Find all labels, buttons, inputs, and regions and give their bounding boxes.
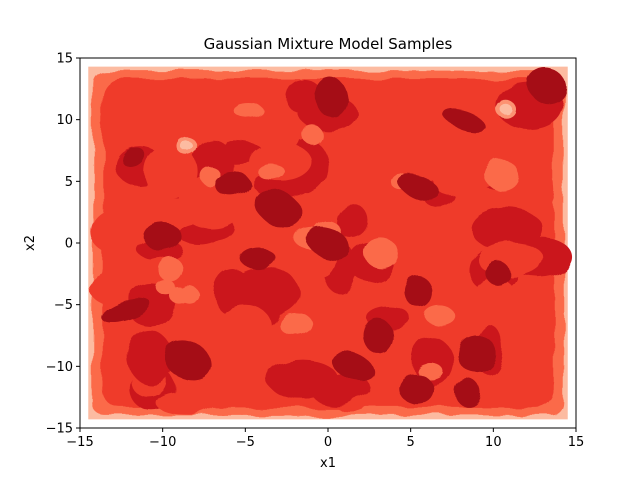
x-tick-label: −15 [66, 435, 93, 450]
x-axis: −15 −10 −5 0 5 10 15 [66, 428, 584, 450]
density-patch-light [233, 102, 264, 118]
density-peak [362, 317, 393, 354]
chart-title: Gaussian Mixture Model Samples [204, 35, 453, 53]
x-tick-label: −5 [236, 435, 255, 450]
density-patch-light [424, 305, 455, 325]
y-tick-label: 10 [56, 113, 73, 128]
density-peak [404, 276, 434, 309]
density-hole [363, 237, 398, 268]
density-patch [128, 331, 173, 385]
density-contours [88, 66, 573, 420]
density-peak [443, 108, 484, 131]
density-peak [121, 146, 145, 167]
density-patch [143, 143, 198, 199]
density-peak [455, 379, 482, 408]
density-peak [305, 226, 351, 260]
density-patch-light [199, 165, 220, 186]
x-tick-label: −10 [149, 435, 176, 450]
density-patch [220, 305, 272, 346]
density-peak [254, 189, 303, 228]
density-patch-light [177, 284, 199, 303]
density-patch [228, 267, 300, 317]
y-tick-label: −10 [46, 360, 73, 375]
y-tick-label: 15 [56, 52, 73, 67]
density-patch [335, 204, 369, 239]
density-patch [496, 134, 543, 158]
density-patch [89, 205, 155, 257]
density-peak [330, 351, 375, 382]
density-peak [486, 261, 511, 286]
density-peak [101, 298, 152, 324]
density-peak [456, 334, 497, 374]
y-axis: −15 −10 −5 0 5 10 15 [46, 52, 80, 437]
density-patch [481, 208, 514, 234]
density-peak [214, 171, 251, 196]
density-patch-light [257, 163, 286, 180]
density-hole-core [181, 141, 194, 152]
x-tick-label: 15 [568, 435, 585, 450]
density-patch [265, 120, 301, 154]
density-level-group [89, 68, 573, 416]
density-patch [340, 179, 390, 204]
x-tick-label: 0 [324, 435, 332, 450]
density-peak [397, 373, 434, 404]
density-patch [390, 78, 446, 111]
density-patch [521, 169, 557, 215]
density-patch [475, 278, 515, 308]
density-peak [527, 68, 566, 103]
density-patch-light [417, 362, 443, 380]
density-hole-core [500, 104, 513, 115]
density-peak [162, 339, 213, 381]
y-tick-label: 0 [65, 237, 73, 252]
density-peak [143, 222, 182, 251]
density-peak [241, 248, 276, 270]
density-patch-light [302, 124, 323, 145]
density-peak [397, 174, 440, 201]
density-patch-light [157, 256, 183, 282]
density-peak [315, 77, 348, 118]
y-tick-label: −15 [46, 422, 73, 437]
x-axis-label: x1 [320, 456, 336, 471]
x-tick-label: 5 [407, 435, 415, 450]
density-patch [230, 184, 262, 228]
density-patch-light [155, 279, 175, 294]
density-patch-light [279, 312, 313, 336]
y-tick-label: 5 [65, 175, 73, 190]
y-axis-label: x2 [23, 235, 38, 251]
density-patch [406, 213, 459, 256]
y-tick-label: −5 [54, 298, 73, 313]
x-tick-label: 10 [485, 435, 502, 450]
density-hole [484, 160, 519, 191]
density-patch [156, 391, 212, 415]
